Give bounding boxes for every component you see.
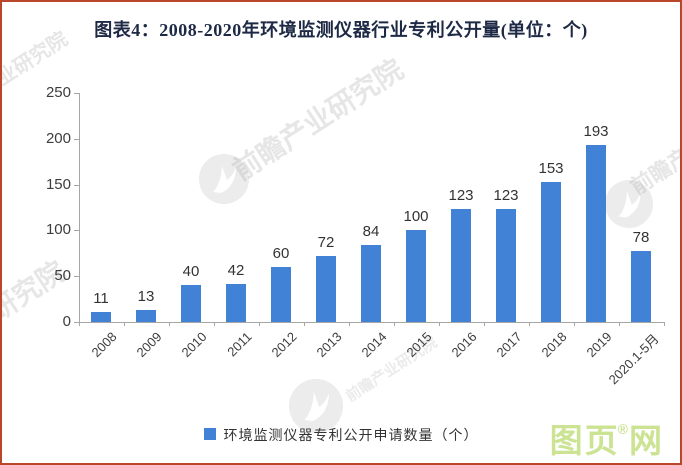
chart-title: 图表4：2008-2020年环境监测仪器行业专利公开量(单位：个) xyxy=(94,20,588,40)
tuyewang-logo: 图页®网 xyxy=(550,422,664,457)
bar-value-label: 100 xyxy=(403,208,429,226)
x-axis-label: 2010 xyxy=(178,329,210,361)
x-axis-tick xyxy=(438,322,440,326)
bar xyxy=(361,245,381,322)
x-axis-tick xyxy=(213,322,215,326)
watermark-text: 前瞻产业研究院 xyxy=(227,53,409,187)
y-axis-tick-label: 100 xyxy=(45,221,71,239)
bar xyxy=(631,250,651,322)
x-axis-label: 2016 xyxy=(448,329,480,361)
x-axis-tick xyxy=(663,322,665,326)
logo-text-right: 网 xyxy=(629,422,664,459)
bar xyxy=(136,310,156,322)
y-axis-tick xyxy=(74,276,79,278)
x-axis-label: 2019 xyxy=(583,329,615,361)
chart-legend: 环境监测仪器专利公开申请数量（个） xyxy=(2,425,680,445)
bar xyxy=(406,230,426,322)
x-axis-tick xyxy=(78,322,80,326)
watermark-text: 前瞻产业研究院 xyxy=(626,94,682,200)
bar-value-label: 78 xyxy=(632,228,650,246)
bar xyxy=(226,283,246,322)
x-axis-label: 2008 xyxy=(88,329,120,361)
x-axis-tick xyxy=(618,322,620,326)
y-axis-tick xyxy=(74,138,79,140)
y-axis-tick-label: 200 xyxy=(45,129,71,147)
x-axis-label: 2018 xyxy=(538,329,570,361)
x-axis-tick xyxy=(303,322,305,326)
bar-value-label: 72 xyxy=(317,234,335,252)
x-axis-tick xyxy=(348,322,350,326)
y-axis-tick-label: 0 xyxy=(62,313,71,330)
bar-value-label: 84 xyxy=(362,223,380,241)
x-axis-line xyxy=(79,322,664,323)
bar-value-label: 123 xyxy=(448,187,474,205)
x-axis-tick xyxy=(528,322,530,326)
bar xyxy=(271,267,291,322)
x-axis-tick xyxy=(123,322,125,326)
bar xyxy=(586,145,606,322)
x-axis-tick xyxy=(393,322,395,326)
x-axis-tick xyxy=(168,322,170,326)
y-axis-tick-label: 150 xyxy=(45,175,71,193)
bar-value-label: 40 xyxy=(182,263,200,281)
y-axis-line xyxy=(79,93,80,322)
bar-value-label: 60 xyxy=(272,245,290,263)
x-axis-tick xyxy=(258,322,260,326)
x-axis-label: 2017 xyxy=(493,329,525,361)
registered-trademark-icon: ® xyxy=(617,421,628,437)
x-axis-label: 2015 xyxy=(403,329,435,361)
bar-value-label: 193 xyxy=(583,123,609,141)
bar-value-label: 11 xyxy=(93,289,109,307)
bar-value-label: 123 xyxy=(493,187,519,205)
bar-value-label: 153 xyxy=(538,159,564,177)
bar xyxy=(91,311,111,322)
watermark-logo-icon xyxy=(605,180,653,228)
y-axis-tick-label: 250 xyxy=(45,84,71,101)
x-axis-tick xyxy=(573,322,575,326)
watermark-logo-icon xyxy=(199,154,249,204)
y-axis-tick-label: 50 xyxy=(54,267,71,285)
x-axis-label: 2011 xyxy=(224,329,255,360)
y-axis-tick xyxy=(74,322,79,323)
bar xyxy=(316,256,336,322)
bar-value-label: 13 xyxy=(137,288,155,306)
bar xyxy=(541,181,561,322)
x-axis-label: 2014 xyxy=(358,329,390,361)
y-axis-tick xyxy=(74,184,79,186)
logo-text-left: 图页 xyxy=(549,422,620,459)
x-axis-label: 2012 xyxy=(268,329,300,361)
legend-swatch-icon xyxy=(203,428,216,440)
bar xyxy=(451,209,471,322)
x-axis-label: 2013 xyxy=(313,329,345,361)
y-axis-tick xyxy=(74,230,79,232)
bar xyxy=(496,209,516,322)
legend-label: 环境监测仪器专利公开申请数量（个） xyxy=(223,427,479,443)
bar xyxy=(181,285,201,322)
x-axis-label: 2009 xyxy=(133,329,165,361)
x-axis-tick xyxy=(483,322,485,326)
bar-value-label: 42 xyxy=(227,261,245,279)
x-axis-label: 2020.1-5月 xyxy=(605,331,662,388)
y-axis-tick xyxy=(74,93,79,94)
